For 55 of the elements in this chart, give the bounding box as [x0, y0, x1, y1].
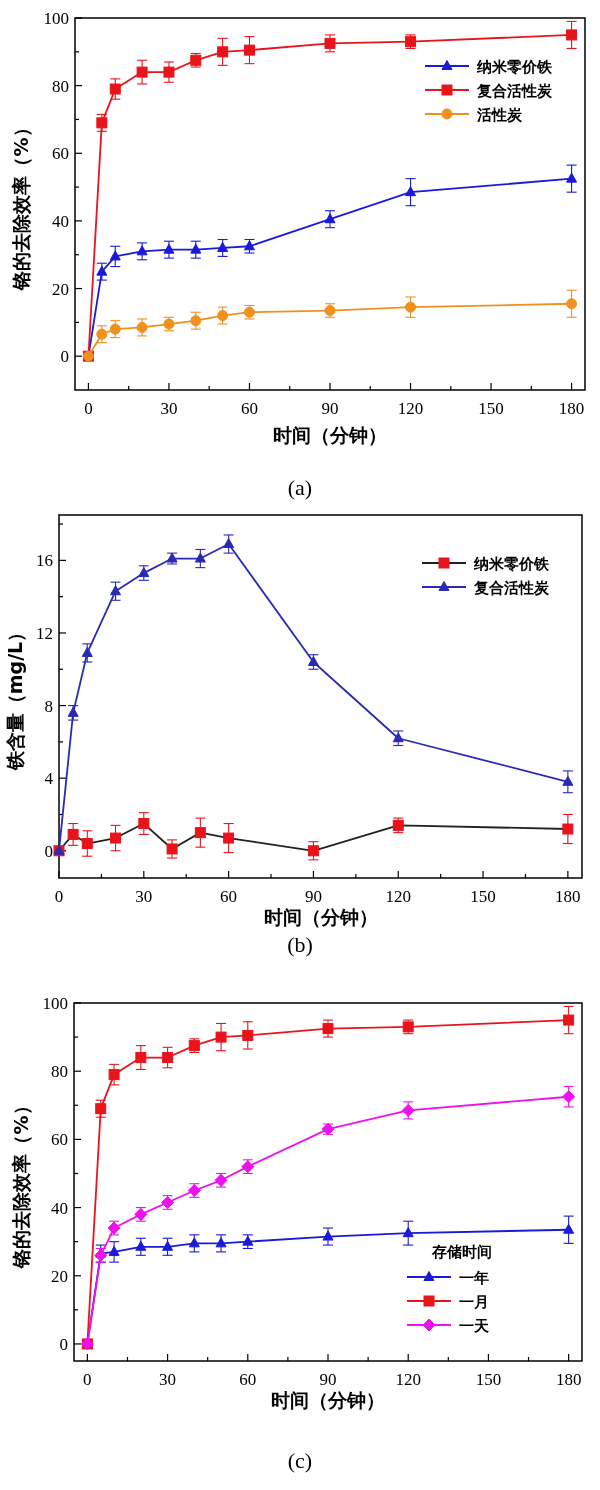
y-tick-label: 60 [51, 1130, 68, 1150]
y-tick-label: 80 [52, 76, 69, 96]
legend-label: 纳米零价铁 [476, 58, 553, 76]
y-tick-label: 80 [51, 1062, 68, 1082]
y-tick-label: 12 [36, 623, 53, 643]
y-tick-label: 16 [36, 551, 53, 571]
y-tick-label: 100 [43, 9, 69, 28]
text: (c) [287, 1448, 313, 1473]
text: (a) [287, 475, 313, 500]
y-tick-label: 0 [60, 347, 69, 367]
x-tick-label: 60 [220, 887, 238, 906]
y-tick-label: 20 [51, 1266, 68, 1286]
y-tick-label: 100 [42, 994, 68, 1013]
text: (b) [287, 932, 313, 957]
y-tick-label: 40 [52, 211, 69, 231]
legend-label: 一月 [459, 1293, 489, 1311]
x-tick-label: 180 [555, 887, 581, 906]
x-tick-label: 0 [84, 399, 93, 418]
x-tick-label: 150 [470, 887, 496, 906]
x-tick-label: 30 [159, 1370, 177, 1389]
x-tick-label: 90 [304, 887, 322, 906]
legend-label: 复合活性炭 [476, 82, 553, 100]
legend-label: 一天 [459, 1317, 490, 1335]
x-tick-label: 60 [240, 399, 258, 418]
x-axis-title: 时间（分钟） [273, 424, 387, 446]
y-axis-title: 铬的去除效率（%） [10, 1096, 32, 1269]
legend-label: 一年 [459, 1269, 489, 1287]
x-tick-label: 180 [555, 1370, 582, 1389]
x-tick-label: 120 [397, 399, 424, 418]
y-tick-label: 8 [44, 696, 53, 716]
y-axis-title: 铬的去除效率（%） [10, 118, 32, 291]
y-axis-title: 铁含量（mg/L） [4, 622, 26, 772]
x-tick-label: 180 [558, 399, 585, 418]
x-tick-label: 120 [395, 1370, 421, 1389]
y-tick-label: 20 [52, 279, 69, 299]
x-axis-title: 时间（分钟） [263, 906, 378, 928]
y-tick-label: 0 [44, 841, 53, 861]
x-tick-label: 90 [321, 399, 339, 418]
legend-title: 存储时间 [431, 1243, 492, 1261]
x-tick-label: 60 [239, 1370, 257, 1389]
legend-label: 复合活性炭 [473, 579, 550, 597]
y-tick-label: 0 [59, 1334, 68, 1354]
x-tick-label: 150 [478, 399, 504, 418]
x-tick-label: 0 [83, 1370, 92, 1389]
y-tick-label: 60 [52, 144, 69, 164]
y-tick-label: 4 [44, 769, 54, 789]
x-tick-label: 30 [135, 887, 153, 906]
legend-label: 活性炭 [476, 106, 523, 124]
x-tick-label: 120 [385, 887, 411, 906]
y-tick-label: 40 [51, 1198, 68, 1218]
x-tick-label: 30 [160, 399, 178, 418]
x-tick-label: 90 [319, 1370, 337, 1389]
x-axis-title: 时间（分钟） [271, 1389, 385, 1411]
x-tick-label: 150 [475, 1370, 502, 1389]
legend-label: 纳米零价铁 [473, 555, 550, 573]
